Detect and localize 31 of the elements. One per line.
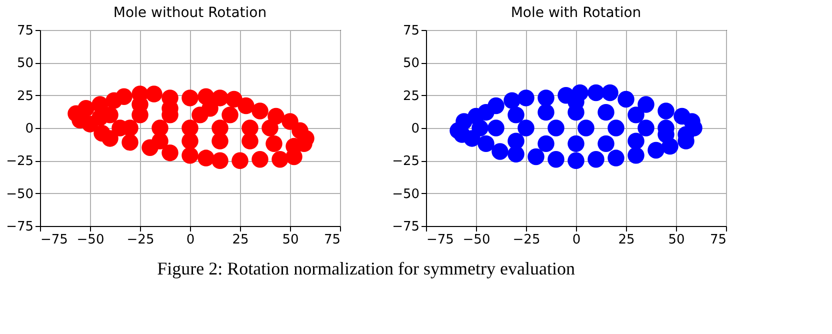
x-tick-label: 50 bbox=[282, 232, 299, 248]
y-tick-label: 50 bbox=[16, 56, 34, 72]
x-tick-label: −50 bbox=[462, 232, 490, 248]
y-tick-label: −25 bbox=[392, 154, 420, 170]
x-tick-label: 75 bbox=[324, 232, 340, 248]
x-tick-label: 25 bbox=[618, 232, 635, 248]
y-tick-label: 75 bbox=[402, 24, 420, 38]
y-tick-label: −75 bbox=[6, 220, 34, 234]
x-tick-label: −25 bbox=[126, 232, 154, 248]
x-tick-label: −50 bbox=[76, 232, 104, 248]
y-tick-label: 50 bbox=[402, 56, 420, 72]
x-tick-label: −25 bbox=[512, 232, 540, 248]
x-tick-label: 0 bbox=[572, 232, 581, 248]
y-tick-label: −50 bbox=[392, 186, 420, 202]
x-tick-label: 75 bbox=[710, 232, 726, 248]
x-tick-label: −75 bbox=[426, 232, 454, 248]
caption: Figure 2: Rotation normalization for symmetry evaluation bbox=[157, 258, 575, 278]
x-tick-label: 0 bbox=[186, 232, 195, 248]
x-tick-label: −75 bbox=[40, 232, 68, 248]
y-tick-label: −75 bbox=[392, 220, 420, 234]
y-tick-label: 75 bbox=[16, 24, 34, 38]
y-tick-label: 25 bbox=[402, 88, 420, 104]
x-tick-label: 50 bbox=[668, 232, 685, 248]
chart-title: Mole without Rotation bbox=[113, 5, 267, 21]
x-tick-label: 25 bbox=[232, 232, 249, 248]
y-tick-label: 0 bbox=[25, 122, 34, 136]
y-tick-label: −50 bbox=[6, 186, 34, 202]
y-tick-label: 25 bbox=[16, 88, 34, 104]
y-tick-label: 0 bbox=[411, 122, 420, 136]
chart-title: Mole with Rotation bbox=[510, 5, 642, 21]
y-tick-label: −25 bbox=[6, 154, 34, 170]
